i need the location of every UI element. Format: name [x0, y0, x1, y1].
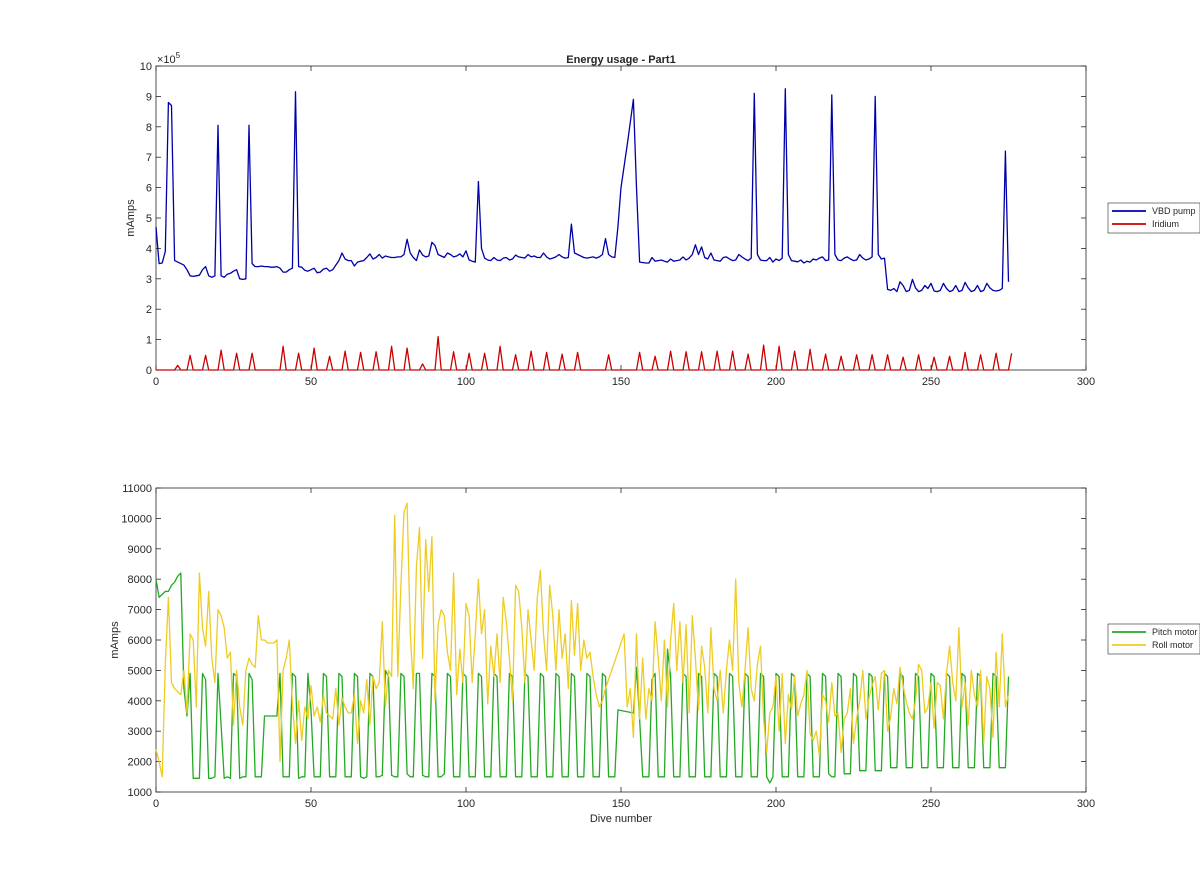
- y-exponent-power: 5: [176, 51, 181, 60]
- y-axis-label: mAmps: [125, 199, 137, 237]
- x-tick-label: 0: [153, 376, 159, 388]
- x-tick-label: 0: [153, 798, 159, 810]
- y-tick-label: 2000: [128, 757, 152, 769]
- y-exponent-label: ×105: [157, 51, 181, 66]
- series-line-vbd-pump: [155, 88, 1010, 293]
- x-tick-label: 300: [1077, 798, 1095, 810]
- y-tick-label: 4: [146, 243, 152, 255]
- y-tick-label: 5000: [128, 665, 152, 677]
- x-axis-label: Dive number: [590, 813, 653, 825]
- energy-usage-chart: Energy usage - Part1 mAmps ×105 0 50 100 15…: [125, 51, 1200, 388]
- y-tick-label: 7: [146, 152, 152, 164]
- y-tick-label: 3000: [128, 726, 152, 738]
- x-tick-label: 150: [612, 376, 630, 388]
- y-tick-label: 5: [146, 213, 152, 225]
- y-tick-label: 1: [146, 335, 152, 347]
- y-axis-label: mAmps: [109, 621, 121, 659]
- x-tick-label: 250: [922, 376, 940, 388]
- x-tick-label: 50: [305, 376, 317, 388]
- x-tick-label: 100: [457, 376, 475, 388]
- y-tick-label: 6000: [128, 635, 152, 647]
- y-tick-label: 3: [146, 274, 152, 286]
- y-exponent-base: ×10: [157, 54, 176, 66]
- chart-title: Energy usage - Part1: [566, 54, 675, 66]
- legend: VBD pump Iridium: [1107, 202, 1200, 234]
- y-tick-label: 4000: [128, 696, 152, 708]
- y-tick-label: 2: [146, 304, 152, 316]
- x-tick-label: 200: [767, 376, 785, 388]
- plot-area: [155, 65, 1087, 371]
- y-tick-label: 9000: [128, 544, 152, 556]
- x-tick-label: 250: [922, 798, 940, 810]
- x-tick-label: 100: [457, 798, 475, 810]
- legend-box: [1107, 202, 1200, 234]
- y-tick-label: 7000: [128, 605, 152, 617]
- y-tick-label: 11000: [122, 483, 152, 495]
- legend-label: Iridium: [1152, 219, 1179, 229]
- y-tick-label: 8000: [128, 574, 152, 586]
- series-line-roll-motor: [155, 502, 1010, 778]
- y-tick-label: 8: [146, 122, 152, 134]
- x-tick-label: 200: [767, 798, 785, 810]
- series-line-iridium: [156, 335, 1013, 371]
- y-tick-label: 6: [146, 183, 152, 195]
- y-tick-label: 10: [140, 61, 152, 73]
- x-tick-label: 150: [612, 798, 630, 810]
- legend: Pitch motor Roll motor: [1107, 623, 1200, 655]
- series-line-pitch-motor: [155, 572, 1010, 784]
- legend-box: [1107, 623, 1200, 655]
- legend-label: Pitch motor: [1152, 627, 1198, 637]
- y-tick-label: 1000: [128, 787, 152, 799]
- plot-area: [155, 487, 1087, 793]
- y-tick-label: 10000: [121, 513, 152, 525]
- x-tick-label: 50: [305, 798, 317, 810]
- y-tick-label: 9: [146, 91, 152, 103]
- x-tick-label: 300: [1077, 376, 1095, 388]
- legend-label: VBD pump: [1152, 206, 1196, 216]
- y-tick-label: 0: [146, 365, 152, 377]
- legend-label: Roll motor: [1152, 640, 1193, 650]
- motor-usage-chart: Dive number mAmps 0 50 100 150 200 250 300 1000…: [109, 483, 1200, 825]
